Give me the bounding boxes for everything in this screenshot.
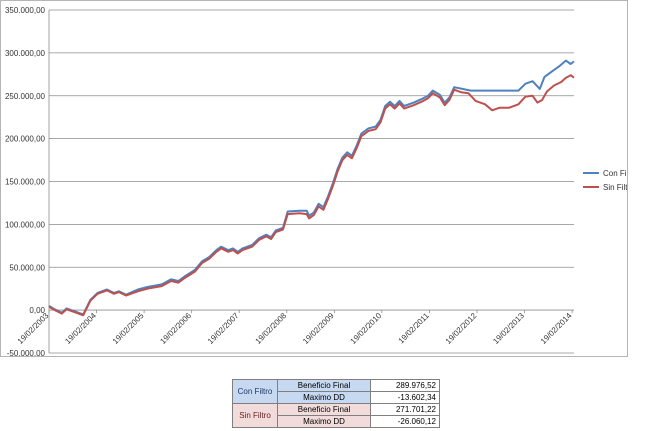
legend-label: Sin Filtro [603,183,627,192]
series-line-con-filtro [48,59,575,316]
row-value[interactable]: 289.976,52 [370,379,440,392]
x-tick-label: 19/02/2003 [16,311,51,346]
x-tick-label: 19/02/2009 [301,311,336,346]
y-tick-label: 350.000,00 [5,6,46,15]
row-value[interactable]: -26.060,12 [370,415,440,428]
table-row: Sin Filtro Beneficio Final 271.701,22 [232,403,440,428]
row-value[interactable]: 271.701,22 [370,403,440,416]
x-tick-label: 19/02/2008 [254,311,289,346]
x-tick-label: 19/02/2013 [491,311,526,346]
x-tick-label: 19/02/2014 [539,311,574,346]
x-tick-label: 19/02/2012 [444,311,479,346]
chart-svg: -50.000,00 0,00 50.000,00 100.000,00 150.000… [5,6,638,358]
group-label-sin-filtro[interactable]: Sin Filtro [232,403,278,428]
row-label[interactable]: Beneficio Final [277,403,371,416]
x-tick-label: 19/02/2004 [63,311,98,346]
y-tick-label: 100.000,00 [5,220,46,229]
y-tick-label: 50.000,00 [9,263,45,272]
row-label[interactable]: Maximo DD [277,415,371,428]
y-tick-label: 250.000,00 [5,92,46,101]
legend-label: Con Filtro [603,169,627,178]
x-tick-label: 19/02/2007 [206,311,241,346]
summary-table: Con Filtro Beneficio Final 289.976,52 Ma… [232,379,440,428]
y-tick-label: 300.000,00 [5,49,46,58]
y-tick-label: 0,00 [29,306,45,315]
y-tick-label: -50.000,00 [7,349,46,356]
group-label-con-filtro[interactable]: Con Filtro [232,379,278,404]
y-tick-label: 150.000,00 [5,178,46,187]
x-tick-label: 19/02/2010 [349,311,384,346]
y-tick-label: 200.000,00 [5,135,46,144]
series-line-sin-filtro [48,74,575,317]
table-row: Maximo DD -26.060,12 [233,415,440,428]
table-row: Con Filtro Beneficio Final 289.976,52 [232,379,440,404]
row-value[interactable]: -13.602,34 [370,391,440,404]
equity-chart[interactable]: -50.000,00 0,00 50.000,00 100.000,00 150.000… [0,0,638,358]
table-row: Maximo DD -13.602,34 [233,391,440,404]
x-tick-label: 19/02/2011 [397,311,432,346]
row-label[interactable]: Maximo DD [277,391,371,404]
x-tick-label: 19/02/2005 [111,311,146,346]
x-tick-label: 19/02/2006 [158,311,193,346]
row-label[interactable]: Beneficio Final [277,379,371,392]
